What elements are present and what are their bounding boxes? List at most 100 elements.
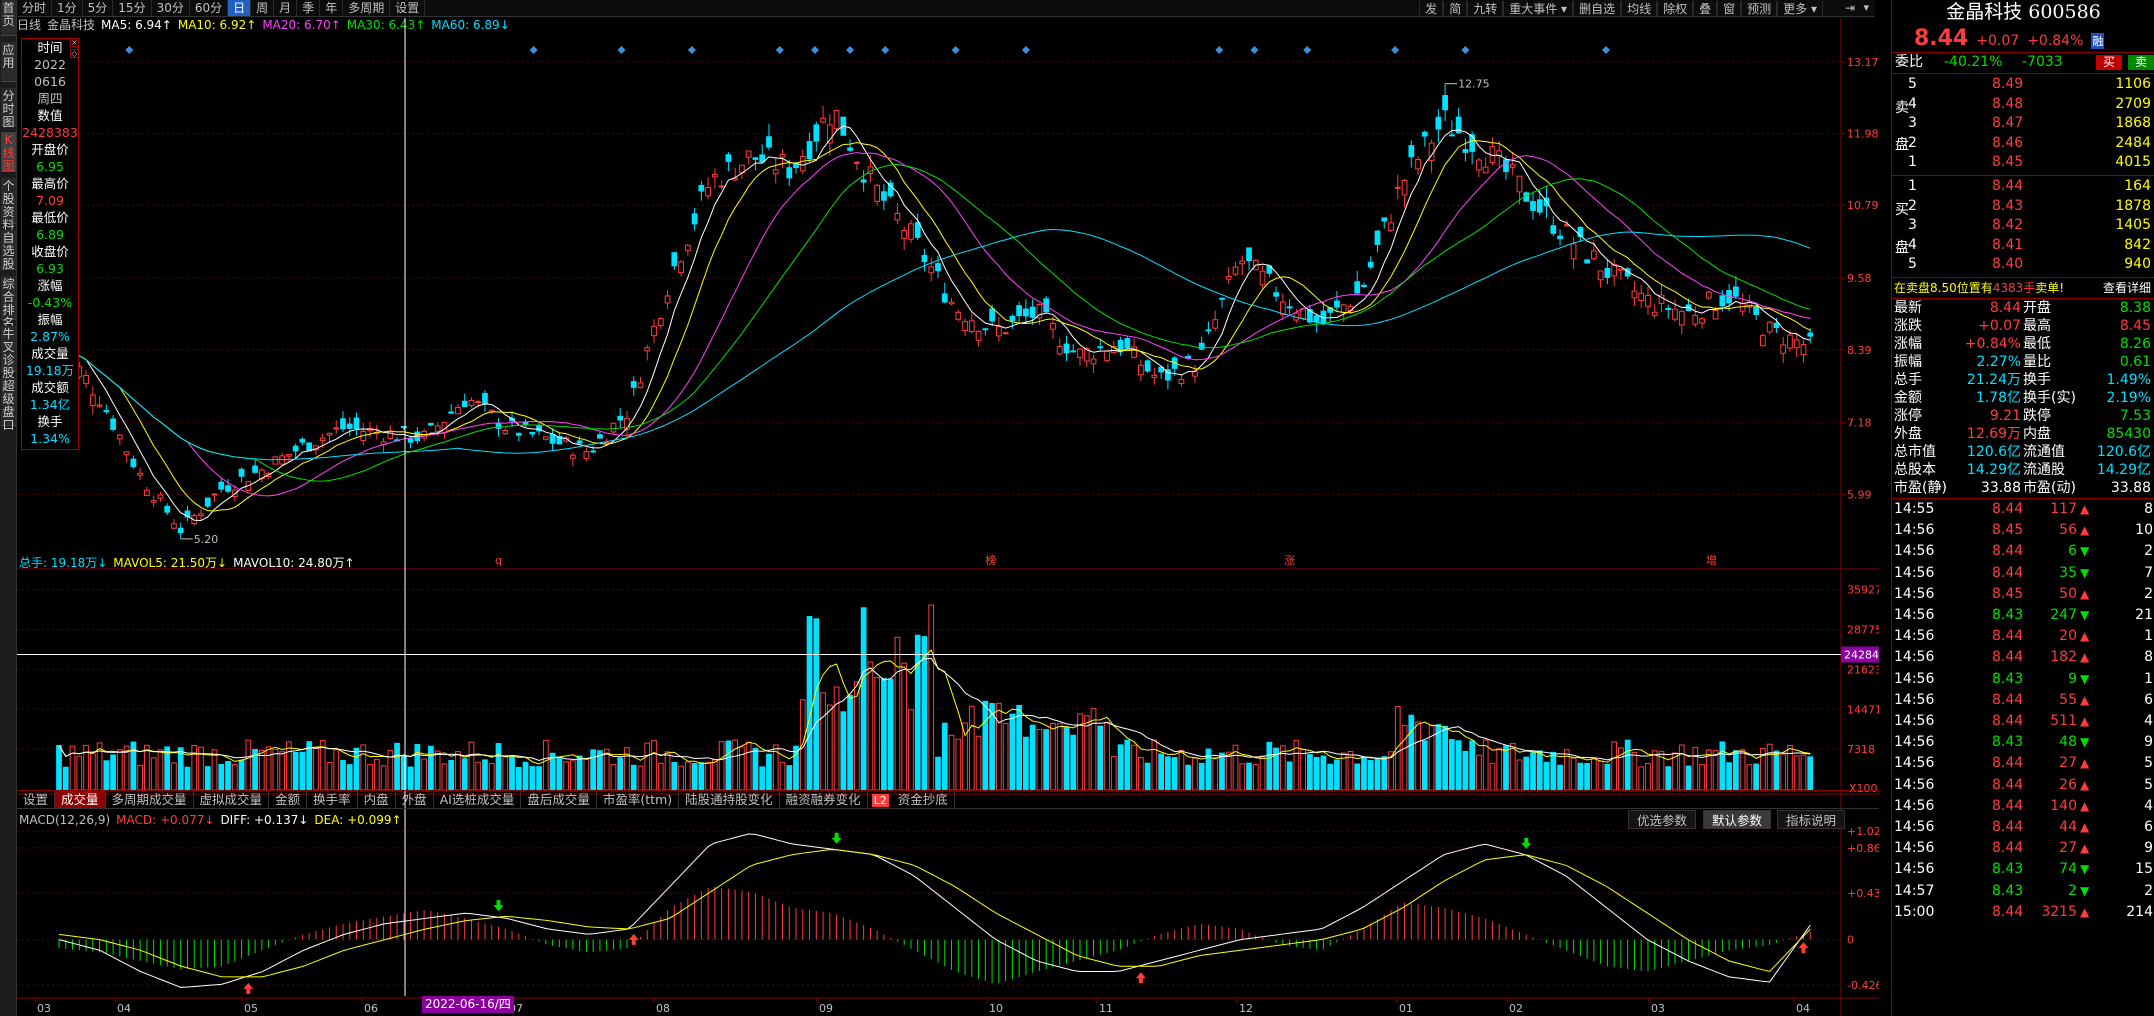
- period-tab-6[interactable]: 日: [228, 0, 252, 16]
- buy-button[interactable]: 买: [2096, 55, 2122, 70]
- volume-axis-unit: X100: [1849, 782, 1878, 795]
- close-icon[interactable]: ×: [70, 38, 79, 47]
- period-tab-9[interactable]: 季: [297, 0, 321, 16]
- buy-level-row[interactable]: 3 8.42 1405: [1892, 217, 2154, 234]
- period-tab-0[interactable]: 分时: [17, 0, 53, 16]
- buy-level-row[interactable]: 1 8.44 164: [1892, 178, 2154, 195]
- volume-bar: [1800, 754, 1807, 791]
- chart-tool-6[interactable]: 除权: [1657, 0, 1694, 17]
- indicator-tab-0[interactable]: 设置: [17, 791, 56, 808]
- indicator-tab-2[interactable]: 多周期成交量: [106, 791, 194, 808]
- tick-price: 8.44: [1992, 776, 2024, 793]
- tick-row: 14:56 8.45 56 ▲ 10: [1892, 522, 2154, 539]
- chart-tool-4[interactable]: 删自选: [1573, 0, 1622, 17]
- volume-bar: [346, 764, 353, 791]
- sell-level-row[interactable]: 3 8.47 1868: [1892, 115, 2154, 132]
- sell-level-row[interactable]: 5 8.49 1106: [1892, 76, 2154, 93]
- side-tab-1[interactable]: 应用: [1, 42, 16, 82]
- kline-chart[interactable]: 13.17 11.98 10.79 9.58 8.39 7.18 5.99 12.75 5.20…: [17, 18, 1879, 1016]
- indicator-tab-11[interactable]: 陆股通持股变化: [679, 791, 780, 808]
- indicator-tab-5[interactable]: 换手率: [307, 791, 358, 808]
- indicator-tab-6[interactable]: 内盘: [358, 791, 396, 808]
- volume-bar: [840, 711, 847, 791]
- buy-level-row[interactable]: 5 8.40 940: [1892, 256, 2154, 273]
- tick-row: 14:56 8.45 50 ▲ 2: [1892, 586, 2154, 603]
- side-tab-3[interactable]: K线图: [1, 132, 16, 173]
- indicator-tab-1[interactable]: 成交量: [55, 791, 106, 808]
- indicator-tab-8[interactable]: AI选桩成交量: [434, 791, 522, 808]
- tick-price: 8.43: [1992, 734, 2024, 751]
- side-tab-2[interactable]: 分时图: [1, 88, 16, 129]
- data-window: × ◇ 时间 2022 0616 周四 数值 2428383 开盘价 6.95 最高价 7.09 最…: [21, 38, 79, 450]
- indicator-tab-4[interactable]: 金额: [269, 791, 308, 808]
- indicator-tab-12[interactable]: 融资融券变化: [780, 791, 868, 808]
- side-tab-4[interactable]: 个股资料: [1, 178, 16, 232]
- macd-button-0[interactable]: 优选参数: [1628, 810, 1697, 829]
- stats-row: 涨跌 +0.07 最高 8.45: [1892, 318, 2154, 335]
- candle-body: [820, 117, 826, 123]
- chart-tool-1[interactable]: 简: [1443, 0, 1468, 17]
- indicator-tab-9[interactable]: 盘后成交量: [521, 791, 597, 808]
- ma-items-item: MA5: 6.94↑: [101, 18, 172, 32]
- side-tab-5[interactable]: 自选股: [1, 230, 16, 271]
- buy-level-row[interactable]: 2 8.43 1878: [1892, 198, 2154, 215]
- volume-bar: [1530, 752, 1536, 791]
- period-toolbar: 分时 1分 5分 15分 30分 60分日周月季年多周期 设置 发简九转 重大事件 ▾ 删自选均…: [17, 0, 1875, 17]
- indicator-tab-3[interactable]: 虚拟成交量: [194, 791, 270, 808]
- macd-button-1[interactable]: 默认参数: [1703, 810, 1772, 829]
- volume-bar: [901, 662, 908, 791]
- period-tab-10[interactable]: 年: [320, 0, 344, 16]
- chart-tool-8[interactable]: 窗: [1717, 0, 1742, 17]
- macd-button-2[interactable]: 指标说明: [1777, 810, 1846, 829]
- candle-body: [908, 223, 914, 240]
- indicator-tab-7[interactable]: 外盘: [396, 791, 434, 808]
- volume-bar: [326, 761, 333, 791]
- period-tab-12[interactable]: 设置: [390, 0, 426, 16]
- candle-body: [272, 456, 279, 465]
- expand-icon[interactable]: ⇥: [1844, 1, 1855, 15]
- side-tab-0[interactable]: 首页: [1, 0, 16, 36]
- buy-level-row[interactable]: 4 8.41 842: [1892, 237, 2154, 254]
- period-tab-2[interactable]: 5分: [83, 0, 114, 16]
- dropdown-icon[interactable]: ▾: [1863, 1, 1869, 14]
- chart-tool-2[interactable]: 九转: [1467, 0, 1504, 17]
- side-tab-6[interactable]: 综合排名: [1, 276, 16, 330]
- chart-tool-3[interactable]: 重大事件 ▾: [1503, 0, 1574, 17]
- period-tab-5[interactable]: 60分: [190, 0, 229, 16]
- candle-body: [448, 411, 455, 414]
- chart-tool-9[interactable]: 预测: [1741, 0, 1778, 17]
- buy-side-label: 盘: [1895, 240, 1909, 256]
- sell-level-row[interactable]: 4 8.48 2709: [1892, 96, 2154, 113]
- sell-volume: 2709: [2115, 95, 2151, 112]
- chart-tool-0[interactable]: 发: [1419, 0, 1444, 17]
- period-tab-1[interactable]: 1分: [52, 0, 83, 16]
- sell-button[interactable]: 卖: [2128, 55, 2154, 70]
- side-tab-7[interactable]: 牛叉诊股: [1, 326, 16, 380]
- volume-bar: [299, 751, 306, 791]
- indicator-tab-13[interactable]: 资金抄底: [892, 791, 955, 808]
- sell-level-row[interactable]: 1 8.45 4015: [1892, 154, 2154, 171]
- pin-icon[interactable]: ◇: [70, 49, 79, 58]
- period-tab-4[interactable]: 30分: [152, 0, 190, 16]
- period-tab-8[interactable]: 月: [274, 0, 298, 16]
- sell-level-row[interactable]: 2 8.46 2484: [1892, 135, 2154, 152]
- candle-body: [150, 500, 157, 503]
- chart-tool-10[interactable]: 更多 ▾: [1777, 0, 1823, 17]
- period-tab-7[interactable]: 周: [251, 0, 275, 16]
- arrow-down-icon: ▼: [2080, 608, 2090, 622]
- chart-tool-5[interactable]: 均线: [1621, 0, 1658, 17]
- chart-tool-7[interactable]: 叠: [1693, 0, 1718, 17]
- stats-row: 涨停 9.21 跌停 7.53: [1892, 408, 2154, 425]
- tick-volume: 182: [2050, 649, 2077, 666]
- volume-bar: [563, 761, 569, 791]
- stat-value: 8.44: [1989, 300, 2021, 316]
- period-tab-3[interactable]: 15分: [113, 0, 152, 16]
- volume-bar: [340, 759, 346, 791]
- ma-items-item: MA20: 6.70↑: [262, 18, 341, 32]
- indicator-tab-10[interactable]: 市盈率(ttm): [597, 791, 680, 808]
- side-tab-8[interactable]: 超级盘口: [1, 378, 16, 432]
- view-detail-link[interactable]: 查看详细: [2102, 281, 2151, 295]
- volume-bar: [1672, 752, 1678, 791]
- period-tab-11[interactable]: 多周期: [343, 0, 391, 16]
- volume-bar: [1124, 739, 1131, 791]
